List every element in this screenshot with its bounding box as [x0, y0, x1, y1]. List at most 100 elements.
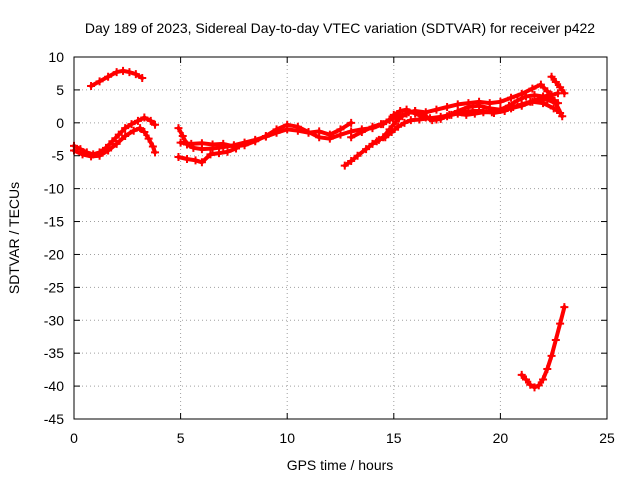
satellite-track-5	[174, 144, 241, 167]
y-tick-label: -10	[44, 181, 64, 197]
data-point	[517, 100, 526, 109]
y-tick-label: -25	[44, 279, 64, 295]
data-point	[325, 134, 334, 143]
data-point	[517, 370, 526, 379]
data-point	[385, 116, 394, 125]
data-point	[406, 116, 415, 125]
satellite-track-8	[347, 80, 562, 142]
data-point	[551, 78, 560, 87]
data-point	[223, 147, 232, 156]
x-tick-label: 0	[70, 430, 78, 446]
data-point	[534, 381, 543, 390]
data-point	[178, 131, 187, 140]
data-point	[293, 122, 302, 131]
data-point	[251, 137, 260, 146]
data-point	[138, 74, 147, 83]
satellite-track-10	[547, 72, 569, 98]
x-tick-label: 25	[599, 430, 615, 446]
data-point	[556, 319, 565, 328]
x-tick-label: 20	[493, 430, 509, 446]
data-point	[315, 133, 324, 142]
data-point	[547, 72, 556, 81]
satellite-track-9	[372, 89, 562, 146]
data-point	[87, 81, 96, 90]
data-point	[453, 109, 462, 118]
data-point	[283, 120, 292, 129]
data-point	[240, 141, 249, 150]
axis-ticks: 0 5 10 15 20 25 10 5 0 -5 -10 -15 -20 -25 -30 -35 -40 -45	[44, 49, 615, 446]
y-tick-label: -30	[44, 312, 64, 328]
data-point	[197, 158, 206, 167]
data-point	[151, 120, 160, 129]
data-point	[133, 116, 142, 125]
data-point	[219, 139, 228, 148]
data-point	[400, 118, 409, 127]
data-point	[394, 122, 403, 131]
data-point	[391, 117, 400, 126]
y-tick-label: -45	[44, 411, 64, 427]
data-point	[146, 116, 155, 125]
data-point	[114, 130, 123, 139]
y-tick-label: -15	[44, 214, 64, 230]
data-point	[504, 101, 513, 110]
data-point	[479, 108, 488, 117]
data-point	[539, 92, 548, 101]
y-tick-label: -20	[44, 246, 64, 262]
data-point	[404, 108, 413, 117]
data-point	[140, 128, 149, 137]
data-point	[368, 122, 377, 131]
x-tick-label: 5	[177, 430, 185, 446]
data-point	[530, 383, 539, 392]
y-tick-label: -35	[44, 345, 64, 361]
data-point	[187, 139, 196, 148]
data-point	[347, 118, 356, 127]
data-point	[530, 91, 539, 100]
data-point	[95, 77, 104, 86]
data-point	[174, 124, 183, 133]
grid-lines	[74, 57, 607, 419]
data-point	[560, 89, 569, 98]
plot-area-frame	[73, 56, 608, 420]
data-point	[104, 146, 113, 155]
data-point	[357, 128, 366, 137]
satellite-track-11	[517, 303, 569, 392]
data-point	[136, 124, 145, 133]
data-point	[129, 126, 138, 135]
data-point	[340, 161, 349, 170]
data-point	[526, 380, 535, 389]
series-line	[549, 74, 567, 96]
y-tick-label: 0	[56, 115, 64, 131]
data-point	[470, 109, 479, 118]
data-series-layer	[70, 66, 569, 392]
data-point	[362, 145, 371, 154]
data-point	[496, 97, 505, 106]
data-point	[536, 80, 545, 89]
data-point	[191, 156, 200, 165]
y-tick-label: 10	[48, 49, 64, 65]
data-point	[121, 124, 130, 133]
data-point	[485, 99, 494, 108]
data-point	[304, 128, 313, 137]
data-point	[507, 93, 516, 102]
data-point	[560, 303, 569, 312]
data-point	[206, 150, 215, 159]
data-point	[385, 125, 394, 134]
data-point	[131, 70, 140, 79]
data-point	[272, 125, 281, 134]
data-point	[521, 375, 530, 384]
y-tick-label: -5	[52, 148, 65, 164]
data-point	[553, 99, 562, 108]
data-point	[112, 139, 121, 148]
data-point	[462, 110, 471, 119]
y-tick-label: -40	[44, 378, 64, 394]
data-point	[208, 140, 217, 149]
data-point	[214, 149, 223, 158]
data-point	[521, 92, 530, 101]
data-point	[464, 99, 473, 108]
data-point	[121, 131, 130, 140]
data-point	[411, 106, 420, 115]
data-point	[176, 138, 185, 147]
data-point	[125, 68, 134, 77]
data-point	[539, 375, 548, 384]
